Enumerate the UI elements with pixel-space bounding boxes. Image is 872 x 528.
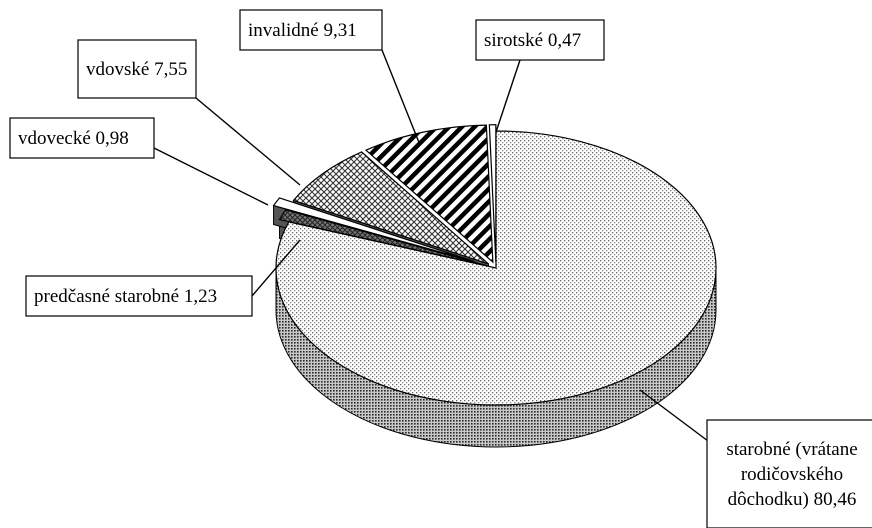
label-text: rodičovského bbox=[741, 464, 843, 485]
label-text: invalidné 9,31 bbox=[248, 20, 357, 41]
label-text: predčasné starobné 1,23 bbox=[34, 286, 217, 307]
pie-slice-predcasne-starobne bbox=[278, 209, 487, 267]
data-label-vdovske: vdovské 7,55 bbox=[77, 39, 197, 99]
data-labels: starobné (vrátane rodičovského dôchodku) 8… bbox=[9, 9, 872, 528]
leader-line-vdovske bbox=[195, 97, 301, 186]
pie-slice-vdovske bbox=[292, 151, 489, 265]
label-box bbox=[706, 419, 872, 528]
pie-slice-vdovecke bbox=[272, 197, 475, 263]
label-text: starobné (vrátane bbox=[726, 439, 857, 460]
pie-slices bbox=[272, 124, 717, 406]
label-box bbox=[9, 117, 155, 159]
data-label-predcasne-starobne: predčasné starobné 1,23 bbox=[25, 275, 253, 317]
data-label-sirotske: sirotské 0,47 bbox=[475, 19, 605, 61]
label-text: vdovské 7,55 bbox=[86, 59, 187, 80]
pie-slice-invalidne bbox=[364, 124, 494, 264]
label-box bbox=[475, 19, 605, 61]
label-text: dôchodku) 80,46 bbox=[728, 489, 857, 510]
leader-line-sirotske bbox=[495, 59, 521, 133]
label-text: sirotské 0,47 bbox=[484, 30, 581, 51]
label-text: vdovecké 0,98 bbox=[18, 128, 129, 149]
label-box bbox=[77, 39, 197, 99]
leader-lines bbox=[153, 49, 721, 451]
data-label-starobne-vratane-rodicovskeho-dochodku: starobné (vrátane rodičovského dôchodku) 8… bbox=[706, 419, 872, 528]
pie-slice-sirotske bbox=[488, 124, 497, 262]
data-label-invalidne: invalidné 9,31 bbox=[239, 9, 383, 51]
pie-slice-starobne-vratane-rodicovskeho-dochodku bbox=[275, 130, 717, 406]
leader-line-invalidne bbox=[381, 49, 421, 146]
label-box bbox=[25, 275, 253, 317]
data-label-vdovecke: vdovecké 0,98 bbox=[9, 117, 155, 159]
leader-line-predcasne-starobne bbox=[251, 239, 301, 297]
leader-line-vdovecke bbox=[153, 147, 269, 206]
label-box bbox=[239, 9, 383, 51]
